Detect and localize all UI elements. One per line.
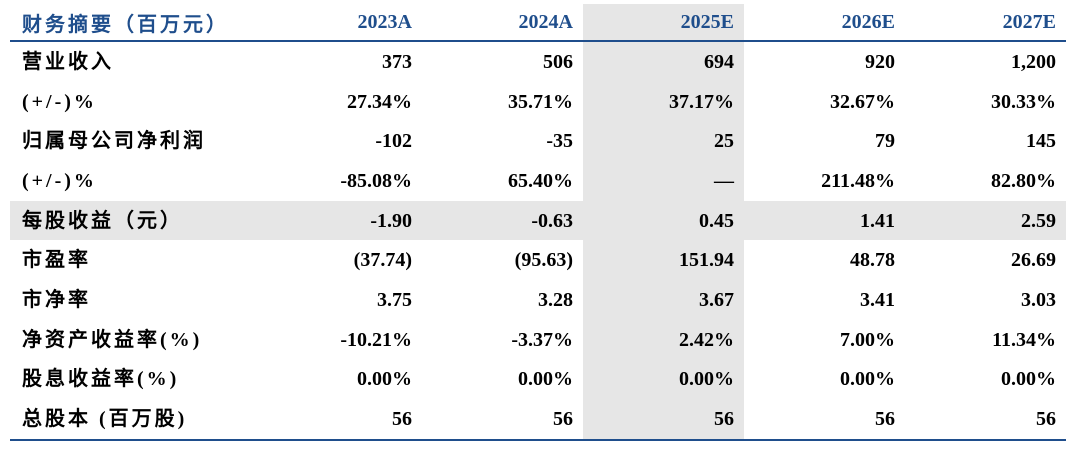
cell-2025e: 0.45 <box>583 200 744 241</box>
row-label: (+/-)% <box>22 169 97 192</box>
table-row-pb: 市净率 3.75 3.28 3.67 3.41 3.03 <box>10 280 1066 320</box>
row-label: 股息收益率(%) <box>22 368 180 391</box>
row-label: 归属母公司净利润 <box>22 130 206 153</box>
cell-2026e: 0.00% <box>840 368 895 391</box>
table-row-net-profit-growth: (+/-)% -85.08% 65.40% — 211.48% 82.80% <box>10 161 1066 201</box>
cell-2027e: 145 <box>1026 130 1056 153</box>
cell-2027e: 11.34% <box>992 328 1056 351</box>
row-label: 总股本 (百万股) <box>10 399 261 441</box>
cell-2025e: 37.17% <box>583 81 744 122</box>
table-row-net-profit: 归属母公司净利润 -102 -35 25 79 145 <box>10 121 1066 162</box>
cell-2024a: -3.37% <box>511 328 573 351</box>
cell-2024a: -0.63 <box>422 200 583 241</box>
table-row-roe: 净资产收益率(%) -10.21% -3.37% 2.42% 7.00% 11.… <box>10 319 1066 360</box>
cell-2024a: 65.40% <box>508 169 573 192</box>
cell-2024a: (95.63) <box>514 249 573 272</box>
cell-2026e: 7.00% <box>840 328 895 351</box>
cell-2026e: 48.78 <box>850 249 895 272</box>
cell-2027e: 26.69 <box>1011 249 1056 272</box>
row-label: 每股收益（元） <box>10 200 261 241</box>
cell-2023a: 3.75 <box>377 288 412 311</box>
table-row-dividend-yield: 股息收益率(%) 0.00% 0.00% 0.00% 0.00% 0.00% <box>10 359 1066 400</box>
cell-2027e: 30.33% <box>991 90 1056 113</box>
cell-2023a: -102 <box>375 130 412 153</box>
cell-2024a: 56 <box>422 399 583 441</box>
row-label: 市净率 <box>22 288 91 311</box>
header-year-2024a: 2024A <box>422 4 583 42</box>
cell-2025e: 25 <box>583 121 744 162</box>
cell-2023a: (37.74) <box>353 249 412 272</box>
row-label: 净资产收益率(%) <box>22 328 203 351</box>
header-year-2025e: 2025E <box>583 4 744 42</box>
cell-2027e: 2.59 <box>905 200 1066 241</box>
cell-2026e: 56 <box>744 399 905 441</box>
table-header: 财务摘要（百万元） 2023A 2024A 2025E 2026E 2027E <box>10 4 1066 42</box>
header-row: 财务摘要（百万元） 2023A 2024A 2025E 2026E 2027E <box>10 4 1066 42</box>
cell-2024a: 0.00% <box>518 368 573 391</box>
table-row-total-shares: 总股本 (百万股) 56 56 56 56 56 <box>10 399 1066 441</box>
table-row-pe: 市盈率 (37.74) (95.63) 151.94 48.78 26.69 <box>10 240 1066 281</box>
cell-2023a: -1.90 <box>261 200 422 241</box>
cell-2025e: 56 <box>583 399 744 441</box>
header-year-2027e: 2027E <box>905 4 1066 42</box>
cell-2023a: 56 <box>261 399 422 441</box>
table-row-revenue: 营业收入 373 506 694 920 1,200 <box>10 41 1066 82</box>
cell-2026e: 79 <box>875 130 895 153</box>
cell-2027e: 82.80% <box>991 169 1056 192</box>
cell-2025e: 694 <box>583 41 744 82</box>
table-row-eps: 每股收益（元） -1.90 -0.63 0.45 1.41 2.59 <box>10 200 1066 241</box>
row-label: 市盈率 <box>22 249 91 272</box>
cell-2027e: 56 <box>905 399 1066 441</box>
cell-2023a: 0.00% <box>357 368 412 391</box>
cell-2023a: -10.21% <box>340 328 412 351</box>
header-year-2023a: 2023A <box>261 4 422 42</box>
cell-2025e: 0.00% <box>583 359 744 400</box>
cell-2027e: 3.03 <box>1021 288 1056 311</box>
cell-2024a: 506 <box>543 50 573 73</box>
cell-2026e: 211.48% <box>821 169 895 192</box>
header-label: 财务摘要（百万元） <box>10 4 261 42</box>
cell-2026e: 32.67% <box>830 90 895 113</box>
table-body: 营业收入 373 506 694 920 1,200 (+/-)% 27.34%… <box>10 41 1066 441</box>
financial-summary-table-wrapper: 财务摘要（百万元） 2023A 2024A 2025E 2026E 2027E … <box>10 4 1066 441</box>
cell-2027e: 0.00% <box>1001 368 1056 391</box>
cell-2025e: 3.67 <box>583 280 744 320</box>
cell-2026e: 920 <box>865 50 895 73</box>
financial-summary-table: 财务摘要（百万元） 2023A 2024A 2025E 2026E 2027E … <box>10 4 1066 441</box>
cell-2024a: 35.71% <box>508 90 573 113</box>
cell-2027e: 1,200 <box>1011 50 1056 73</box>
cell-2024a: -35 <box>546 130 573 153</box>
cell-2026e: 3.41 <box>860 288 895 311</box>
cell-2024a: 3.28 <box>538 288 573 311</box>
cell-2023a: 373 <box>382 50 412 73</box>
cell-2025e: — <box>583 161 744 201</box>
cell-2025e: 151.94 <box>583 240 744 281</box>
table-row-revenue-growth: (+/-)% 27.34% 35.71% 37.17% 32.67% 30.33… <box>10 81 1066 122</box>
cell-2025e: 2.42% <box>583 319 744 360</box>
cell-2023a: -85.08% <box>340 169 412 192</box>
cell-2026e: 1.41 <box>744 200 905 241</box>
row-label: (+/-)% <box>22 90 97 113</box>
header-year-2026e: 2026E <box>744 4 905 42</box>
cell-2023a: 27.34% <box>347 90 412 113</box>
row-label: 营业收入 <box>22 50 114 73</box>
